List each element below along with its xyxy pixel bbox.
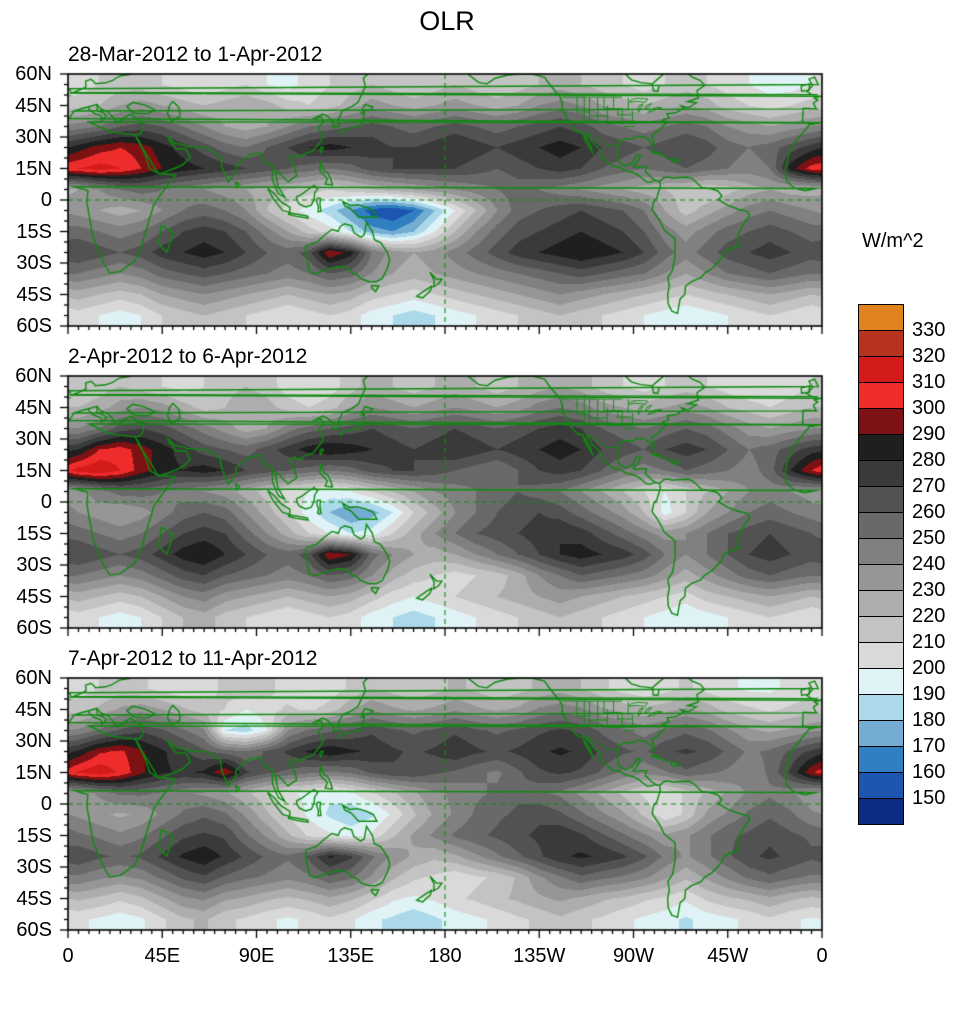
lat-tick-label: 0 (40, 491, 52, 513)
lat-tick-label: 60N (15, 365, 52, 387)
lat-tick-label: 15S (16, 522, 52, 545)
colorbar-box (858, 720, 904, 747)
longitude-axis: 0 45E 90E 135E 180 135W 90W 45W 0 (56, 943, 846, 971)
colorbar-box (858, 330, 904, 357)
colorbar-tick-label: 150 (912, 787, 946, 809)
colorbar-tick-label: 300 (912, 397, 946, 419)
colorbar-box (858, 616, 904, 643)
lat-tick-label: 30S (16, 554, 52, 576)
colorbar-tick-label: 330 (912, 319, 946, 341)
lat-tick-label: 15N (15, 459, 52, 482)
panel-3: 7-Apr-2012 to 11-Apr-2012 60N 45N 30N 15N 0 1… (2, 647, 854, 971)
lat-tick-label: 30S (16, 856, 52, 878)
lat-tick-label: 30S (16, 252, 52, 274)
lat-tick-label: 60S (16, 315, 52, 337)
lon-tick-label: 0 (62, 945, 74, 967)
lon-tick-label: 45E (144, 945, 181, 967)
map-canvas-panel-2 (56, 371, 830, 641)
lat-tick-label: 15S (16, 824, 52, 847)
lon-tick-label: 0 (816, 945, 828, 967)
panel-3-row: 60N 45N 30N 15N 0 15S 30S 45S 60S (2, 667, 854, 943)
lat-tick-label: 45S (16, 887, 52, 910)
lon-tick-label: 135E (327, 945, 375, 967)
colorbar-tick-label: 250 (912, 527, 946, 549)
colorbar-box (858, 304, 904, 331)
colorbar-box (858, 642, 904, 669)
colorbar-tick-label: 320 (912, 345, 946, 367)
lon-tick-label: 90E (238, 945, 275, 967)
lon-tick-label: 90W (612, 945, 655, 967)
lat-tick-label: 0 (40, 793, 52, 815)
colorbar-tick-label: 240 (912, 553, 946, 575)
figure-area: OLR 28-Mar-2012 to 1-Apr-2012 60N 45N 30N 1… (2, 0, 854, 977)
colorbar-tick-label: 200 (912, 657, 946, 679)
panel-1-row: 60N 45N 30N 15N 0 15S 30S 45S 60S (2, 63, 854, 339)
colorbar-box (858, 538, 904, 565)
colorbar-box (858, 434, 904, 461)
colorbar-tick-label: 270 (912, 475, 946, 497)
panel-1-ylabels: 60N 45N 30N 15N 0 15S 30S 45S 60S (2, 63, 56, 339)
colorbar-box (858, 486, 904, 513)
lat-tick-label: 15S (16, 220, 52, 243)
lat-tick-label: 60N (15, 63, 52, 85)
lat-tick-label: 60N (15, 667, 52, 689)
colorbar-box (858, 512, 904, 539)
colorbar-tick-label: 290 (912, 423, 946, 445)
colorbar-tick-label: 210 (912, 631, 946, 653)
colorbar-box (858, 668, 904, 695)
lat-tick-label: 30N (15, 126, 52, 148)
colorbar-box (858, 460, 904, 487)
chart-title: OLR (419, 6, 475, 36)
lat-tick-label: 45S (16, 283, 52, 306)
lat-tick-label: 45S (16, 585, 52, 608)
panel-3-ylabels: 60N 45N 30N 15N 0 15S 30S 45S 60S (2, 667, 56, 943)
lon-tick-label: 45W (707, 945, 749, 967)
panel-1: 28-Mar-2012 to 1-Apr-2012 60N 45N 30N 15N 0 1… (2, 43, 854, 339)
panel-2-ylabels: 60N 45N 30N 15N 0 15S 30S 45S 60S (2, 365, 56, 641)
colorbar-box (858, 798, 904, 825)
panel-2-title: 2-Apr-2012 to 6-Apr-2012 (68, 345, 308, 368)
lat-tick-label: 45N (15, 94, 52, 117)
lat-tick-label: 45N (15, 396, 52, 419)
colorbar-tick-label: 280 (912, 449, 946, 471)
colorbar-tick-label: 260 (912, 501, 946, 523)
map-canvas-panel-1 (56, 69, 830, 339)
colorbar-tick-label: 230 (912, 579, 946, 601)
colorbar-unit-label: W/m^2 (862, 230, 924, 252)
panel-3-title: 7-Apr-2012 to 11-Apr-2012 (68, 647, 318, 670)
colorbar-tick-label: 170 (912, 735, 946, 757)
panel-1-title: 28-Mar-2012 to 1-Apr-2012 (68, 43, 323, 66)
colorbar-tick-label: 160 (912, 761, 946, 783)
colorbar-tick-label: 190 (912, 683, 946, 705)
panel-2-row: 60N 45N 30N 15N 0 15S 30S 45S 60S (2, 365, 854, 641)
colorbar-tick-label: 310 (912, 371, 946, 393)
lat-tick-label: 15N (15, 761, 52, 784)
lat-tick-label: 0 (40, 189, 52, 211)
colorbar-box (858, 590, 904, 617)
colorbar-box (858, 408, 904, 435)
colorbar-boxes (858, 304, 906, 825)
colorbar-box (858, 694, 904, 721)
lon-tick-label: 180 (428, 945, 462, 967)
colorbar-box (858, 772, 904, 799)
colorbar-box (858, 564, 904, 591)
colorbar-box (858, 382, 904, 409)
lon-tick-label: 135W (513, 945, 566, 967)
lat-tick-label: 45N (15, 698, 52, 721)
lat-tick-label: 60S (16, 919, 52, 941)
colorbar-tick-labels: 330 320 310 300 290 280 270 260 250 240 230 220 210 2… (912, 304, 966, 825)
colorbar-box (858, 746, 904, 773)
panel-2: 2-Apr-2012 to 6-Apr-2012 60N 45N 30N 15N 0 15… (2, 345, 854, 641)
map-canvas-panel-3 (56, 673, 830, 943)
lat-tick-label: 30N (15, 730, 52, 752)
lat-tick-label: 15N (15, 157, 52, 180)
colorbar-tick-label: 220 (912, 605, 946, 627)
lat-tick-label: 60S (16, 617, 52, 639)
colorbar-tick-label: 180 (912, 709, 946, 731)
colorbar-box (858, 356, 904, 383)
lat-tick-label: 30N (15, 428, 52, 450)
